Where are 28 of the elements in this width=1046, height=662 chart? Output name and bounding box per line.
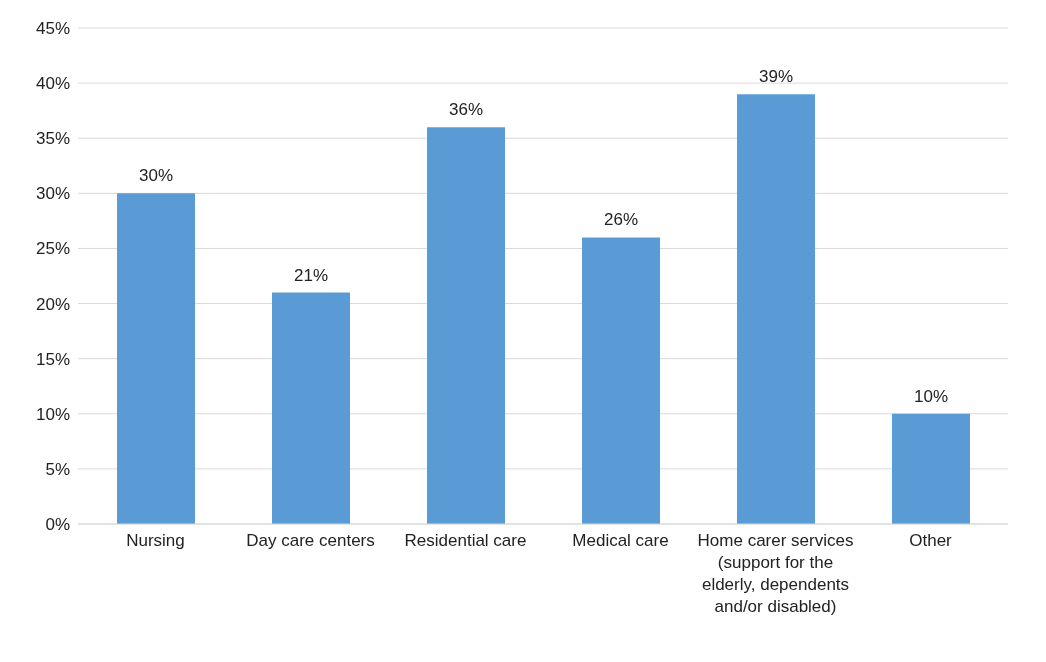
y-tick-label: 30% xyxy=(35,184,70,204)
x-tick-label: Medical care xyxy=(572,531,669,550)
y-tick-label: 45% xyxy=(35,19,70,39)
y-tick-label: 35% xyxy=(35,129,70,149)
data-label: 21% xyxy=(293,265,329,285)
data-label: 39% xyxy=(758,67,794,87)
y-tick-label: 25% xyxy=(35,239,70,259)
data-label: 26% xyxy=(603,210,639,230)
data-label: 36% xyxy=(448,100,484,120)
bar xyxy=(117,193,195,524)
y-tick-label: 20% xyxy=(35,294,70,314)
x-tick-label: Residential care xyxy=(404,531,527,550)
bar xyxy=(427,127,505,524)
y-tick-label: 0% xyxy=(45,515,70,535)
x-tick-label: Other xyxy=(909,531,953,550)
data-label: 10% xyxy=(913,386,949,406)
y-tick-label: 10% xyxy=(35,404,70,424)
y-tick-label: 5% xyxy=(45,459,70,479)
y-tick-label: 15% xyxy=(35,349,70,369)
bar xyxy=(272,292,350,524)
bar xyxy=(582,237,660,524)
bar xyxy=(892,413,970,524)
data-label: 30% xyxy=(138,166,174,186)
x-tick-label: Nursing xyxy=(126,531,185,550)
x-tick-label: Home carer services (support for the elderly, dependents and/or disabled) xyxy=(697,531,854,616)
x-tick-label: Day care centers xyxy=(246,531,375,550)
bar xyxy=(737,94,815,524)
y-tick-label: 40% xyxy=(35,74,70,94)
